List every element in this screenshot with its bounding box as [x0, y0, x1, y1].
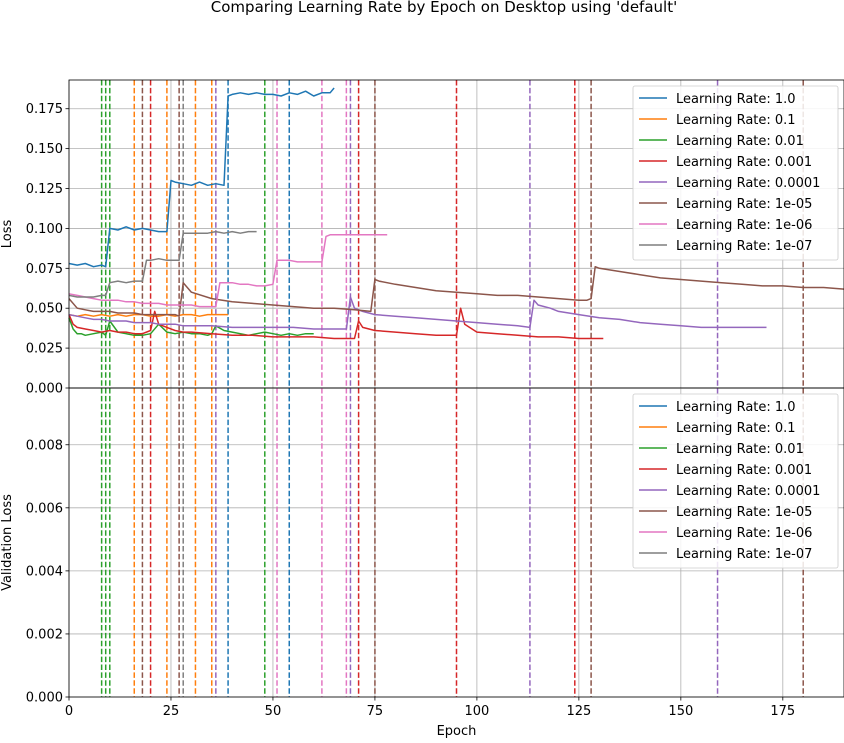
x-tick-label: 175 [770, 704, 795, 719]
y-tick-label: 0.002 [26, 627, 63, 642]
legend-entry: Learning Rate: 0.0001 [676, 484, 820, 499]
x-tick-label: 125 [566, 704, 591, 719]
x-tick-label: 150 [668, 704, 693, 719]
legend-entry: Learning Rate: 1e-07 [676, 547, 812, 562]
y-axis-label: Validation Loss [0, 494, 15, 591]
panel-1: 0.000 0.025 0.050 0.075 0.100 0.125 0.150 0.175… [0, 79, 844, 397]
legend-entry: Learning Rate: 0.001 [676, 463, 812, 478]
series-line [68, 265, 844, 317]
series-line [68, 313, 229, 317]
series-line [68, 296, 767, 330]
series-line [68, 234, 388, 308]
legend-entry: Learning Rate: 0.001 [676, 155, 812, 170]
legend-entry: Learning Rate: 1e-05 [676, 197, 812, 212]
y-axis-label: Loss [0, 220, 15, 249]
legend-entry: Learning Rate: 0.1 [676, 113, 796, 128]
y-tick-label: 0.004 [26, 564, 63, 579]
y-tick-label: 0.008 [26, 438, 63, 453]
legend-entry: Learning Rate: 1.0 [676, 92, 796, 107]
panel-2: 0.000 0.002 0.004 0.006 0.008 Validation Loss… [0, 387, 844, 706]
legend-entry: Learning Rate: 1e-06 [676, 526, 812, 541]
axes-frame [68, 387, 844, 698]
series-line [68, 307, 604, 340]
y-tick-label: 0.125 [26, 182, 63, 197]
legend-box [632, 85, 839, 261]
legend-entry: Learning Rate: 1e-07 [676, 239, 812, 254]
legend-entry: Learning Rate: 1e-05 [676, 505, 812, 520]
series-line [68, 87, 335, 268]
x-tick-label: 100 [464, 704, 489, 719]
chart-title: Comparing Learning Rate by Epoch on Desk… [211, 0, 677, 16]
legend-entry: Learning Rate: 0.1 [676, 421, 796, 436]
legend-entry: Learning Rate: 0.01 [676, 442, 804, 457]
y-tick-label: 0.075 [26, 262, 63, 277]
x-tick-label: 50 [265, 704, 282, 719]
y-tick-label: 0.175 [26, 102, 63, 117]
legend-entry: Learning Rate: 0.01 [676, 134, 804, 149]
y-tick-label: 0.025 [26, 342, 63, 357]
x-tick-label: 0 [65, 704, 73, 719]
legend-entry: Learning Rate: 0.0001 [676, 176, 820, 191]
y-tick-label: 0.100 [26, 222, 63, 237]
legend-entry: Learning Rate: 1e-06 [676, 218, 812, 233]
x-tick-label: 25 [163, 704, 180, 719]
x-tick-label: 75 [367, 704, 384, 719]
y-tick-label: 0.000 [26, 691, 63, 706]
x-axis-label: Epoch [437, 724, 477, 739]
legend-entry: Learning Rate: 1.0 [676, 400, 796, 415]
y-tick-label: 0.006 [26, 501, 63, 516]
series-line [68, 230, 257, 298]
y-tick-label: 0.150 [26, 142, 63, 157]
y-tick-label: 0.000 [26, 382, 63, 397]
y-tick-label: 0.050 [26, 302, 63, 317]
legend-box [632, 393, 839, 569]
